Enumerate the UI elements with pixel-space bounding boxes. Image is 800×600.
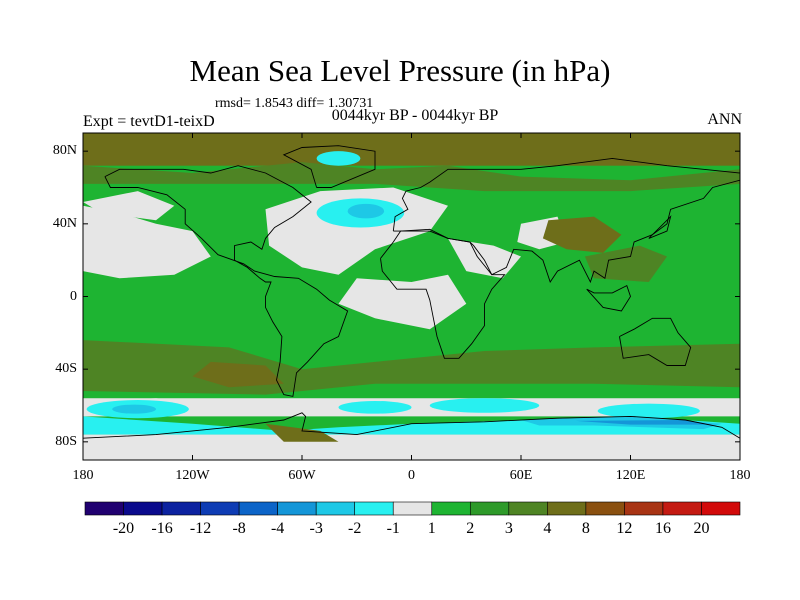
colorbar-box-4 bbox=[238, 501, 278, 516]
x-tick-label: 60W bbox=[288, 468, 316, 483]
colorbar-box-9 bbox=[431, 501, 471, 516]
x-tick-label: 180 bbox=[72, 468, 94, 483]
colorbar-label: -8 bbox=[232, 520, 246, 537]
weddell-high bbox=[265, 423, 339, 442]
colorbar-box-3 bbox=[200, 501, 240, 516]
colorbar-label: 3 bbox=[504, 520, 513, 537]
greenland-low bbox=[316, 151, 361, 166]
colorbar-box-0 bbox=[84, 501, 124, 516]
chart-subtitle: 0044kyr BP - 0044kyr BP bbox=[331, 107, 499, 124]
x-tick-label: 120E bbox=[615, 468, 646, 483]
coastline-5 bbox=[619, 317, 692, 366]
colorbar-label: 12 bbox=[616, 520, 633, 537]
y-tick-label: 40N bbox=[52, 215, 77, 231]
arabia-neutral bbox=[448, 238, 521, 279]
colorbar-label: -16 bbox=[151, 520, 173, 537]
colorbar-box-16 bbox=[701, 501, 741, 516]
arctic-band bbox=[83, 133, 740, 166]
colorbar-box-7 bbox=[354, 501, 394, 516]
so-low-4 bbox=[597, 403, 700, 419]
asia-high bbox=[542, 216, 622, 253]
colorbar-label: -4 bbox=[270, 520, 285, 537]
colorbar-label: 2 bbox=[466, 520, 475, 537]
colorbar-box-6 bbox=[315, 501, 356, 516]
colorbar-box-5 bbox=[277, 501, 317, 516]
colorbar-label: 20 bbox=[693, 520, 710, 537]
x-tick-label: 120W bbox=[175, 468, 210, 483]
so-low-3 bbox=[429, 398, 540, 413]
rmsd-label: rmsd= 1.8543 diff= 1.30731 bbox=[215, 96, 374, 111]
colorbar-box-8 bbox=[392, 501, 433, 516]
colorbar-label: -20 bbox=[112, 520, 135, 537]
colorbar-label: 1 bbox=[427, 520, 436, 537]
coastline-3 bbox=[392, 157, 741, 284]
southern-neutral-2 bbox=[83, 398, 740, 417]
trop-atl-neutral bbox=[338, 274, 467, 330]
y-tick-label: 40S bbox=[55, 361, 77, 377]
colorbar-box-1 bbox=[123, 501, 163, 516]
chart-title: Mean Sea Level Pressure (in hPa) bbox=[189, 53, 611, 88]
colorbar-label: 8 bbox=[581, 520, 590, 537]
x-tick-label: 0 bbox=[408, 468, 415, 483]
x-tick-label: 180 bbox=[729, 468, 751, 483]
coastline-2 bbox=[282, 145, 376, 188]
east-asia-band bbox=[584, 245, 667, 282]
colorbar-box-10 bbox=[469, 501, 510, 516]
colorbar-label: -2 bbox=[348, 520, 362, 537]
coastline-8 bbox=[648, 215, 672, 239]
colorbar-label: -12 bbox=[189, 520, 212, 537]
colorbar-box-11 bbox=[508, 501, 548, 516]
y-tick-label: 0 bbox=[70, 288, 77, 304]
coastline-7 bbox=[586, 284, 631, 312]
south-pacific-high bbox=[192, 361, 284, 388]
colorbar-box-12 bbox=[547, 501, 587, 516]
antarctic-coast-core bbox=[575, 420, 713, 425]
npac-neutral bbox=[83, 205, 211, 279]
so-low-1-core bbox=[112, 404, 156, 414]
coastline-4 bbox=[380, 228, 506, 359]
so-low-2 bbox=[338, 400, 412, 414]
colorbar-box-14 bbox=[624, 501, 664, 516]
colorbar-box-2 bbox=[161, 501, 201, 516]
subarctic-band bbox=[83, 162, 740, 192]
colorbar-label: -3 bbox=[309, 520, 323, 537]
colorbar-box-13 bbox=[585, 501, 625, 516]
natl-low-core bbox=[347, 203, 385, 219]
season-label: ANN bbox=[707, 111, 742, 128]
colorbar-label: -1 bbox=[386, 520, 400, 537]
npac-neutral-2 bbox=[83, 191, 175, 221]
y-tick-label: 80S bbox=[55, 433, 77, 449]
colorbar-box-15 bbox=[662, 501, 702, 516]
colorbar-label: 16 bbox=[654, 520, 671, 537]
coastline-6 bbox=[82, 412, 741, 439]
y-tick-label: 80N bbox=[52, 143, 77, 159]
x-tick-label: 60E bbox=[509, 468, 533, 483]
experiment-label: Expt = tevtD1-teixD bbox=[83, 113, 215, 130]
indian-high bbox=[586, 351, 704, 377]
coastline-1 bbox=[104, 165, 349, 397]
colorbar-label: 4 bbox=[543, 520, 552, 537]
